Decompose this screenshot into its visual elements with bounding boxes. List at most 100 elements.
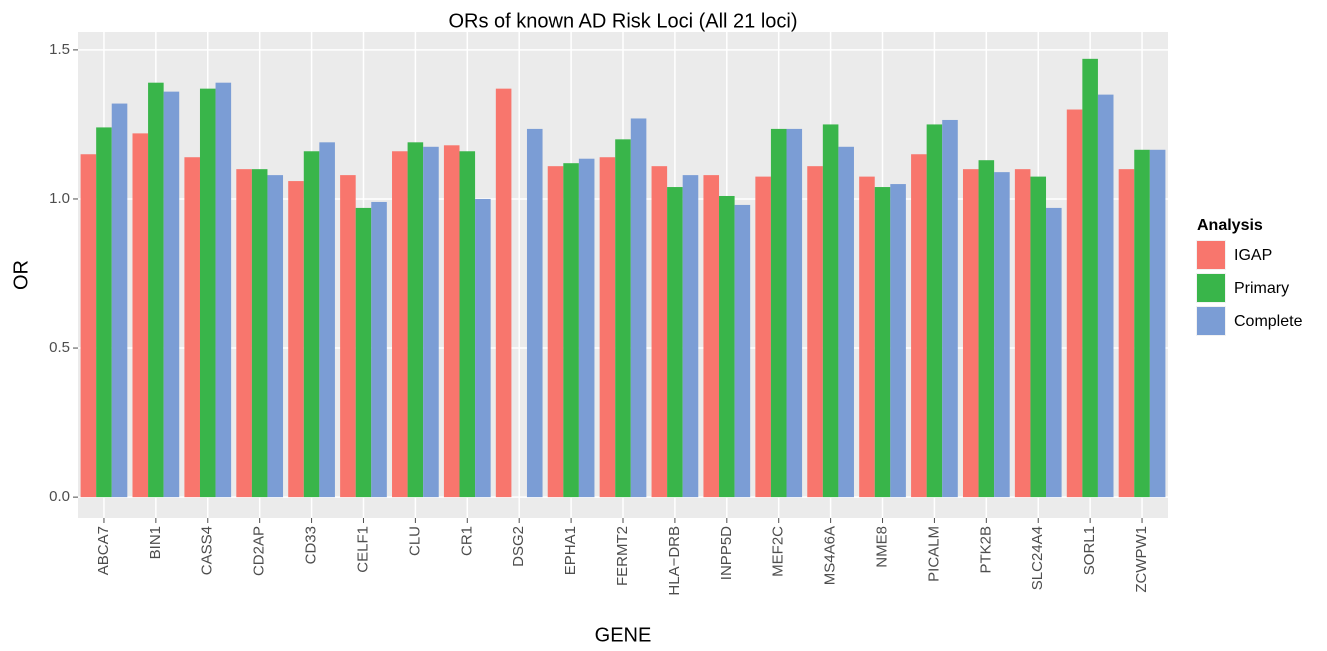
- legend-swatch: [1197, 241, 1225, 269]
- bar: [1014, 169, 1031, 498]
- bar: [80, 154, 97, 498]
- bar: [96, 127, 112, 498]
- bar: [526, 128, 543, 498]
- bar: [734, 204, 751, 498]
- x-tick-label: PICALM: [925, 526, 942, 582]
- x-tick-label: PTK2B: [977, 526, 994, 574]
- bar: [719, 195, 735, 498]
- bar: [1082, 58, 1098, 498]
- bar: [459, 151, 476, 498]
- bar: [1046, 207, 1062, 498]
- x-tick-label: CD2AP: [251, 526, 268, 576]
- x-tick-label: CELF1: [354, 526, 371, 573]
- bar: [615, 139, 631, 498]
- bar: [303, 151, 320, 498]
- bar: [1030, 176, 1047, 498]
- x-tick-label: HLA−DRB: [666, 526, 683, 596]
- x-tick-label: FERMT2: [614, 526, 631, 586]
- x-tick-label: INPP5D: [718, 526, 735, 580]
- bar: [859, 176, 875, 498]
- bar: [443, 145, 460, 498]
- x-tick-label: SORL1: [1081, 526, 1098, 575]
- bar: [371, 201, 387, 498]
- bar: [890, 184, 906, 498]
- bar: [962, 169, 979, 498]
- bar: [288, 181, 304, 498]
- x-tick-label: ABCA7: [95, 526, 112, 575]
- bar: [267, 175, 284, 498]
- bar: [770, 128, 787, 498]
- bar: [563, 163, 579, 498]
- bar: [340, 175, 356, 498]
- x-tick-label: BIN1: [147, 526, 164, 559]
- bar: [703, 175, 720, 498]
- bar: [547, 166, 564, 498]
- bar: [755, 176, 771, 498]
- bar: [215, 82, 232, 498]
- bar: [978, 160, 995, 498]
- bar: [184, 157, 200, 498]
- x-tick-label: DSG2: [510, 526, 527, 567]
- y-tick-label: 0.5: [49, 339, 70, 356]
- bar: [807, 166, 823, 498]
- bar: [1134, 149, 1150, 498]
- bars: [80, 58, 1166, 498]
- bar: [599, 157, 616, 498]
- x-tick-label: MEF2C: [770, 526, 787, 577]
- legend-swatch: [1197, 274, 1225, 302]
- x-tick-label: EPHA1: [562, 526, 579, 575]
- x-tick-label: ZCWPW1: [1133, 526, 1150, 593]
- x-tick-label: SLC24A4: [1029, 526, 1046, 590]
- legend-label: Complete: [1234, 313, 1303, 330]
- bar: [475, 198, 491, 498]
- bar: [355, 207, 372, 498]
- bar: [786, 128, 803, 498]
- bar: [926, 124, 943, 498]
- chart-title: ORs of known AD Risk Loci (All 21 loci): [448, 10, 797, 32]
- legend-label: IGAP: [1234, 247, 1272, 264]
- bar: [392, 151, 408, 498]
- legend: IGAP Primary Complete: [1196, 240, 1303, 336]
- bar: [838, 146, 854, 498]
- bar: [423, 146, 439, 498]
- bar: [495, 88, 512, 498]
- bar: [199, 88, 216, 498]
- y-tick-label: 0.0: [49, 488, 70, 505]
- bar: [1118, 169, 1135, 498]
- bar: [407, 142, 424, 498]
- x-tick-label: CASS4: [199, 526, 216, 575]
- bar: [111, 103, 128, 498]
- bar: [994, 172, 1010, 498]
- x-tick-label: MS4A6A: [822, 526, 839, 585]
- x-axis-label: GENE: [595, 624, 652, 646]
- bar: [1097, 94, 1114, 498]
- y-axis-label: OR: [10, 260, 32, 290]
- legend-title: Analysis: [1197, 217, 1263, 234]
- bar: [236, 169, 252, 498]
- bar: [163, 91, 180, 498]
- y-tick-label: 1.0: [49, 190, 70, 207]
- legend-swatch: [1197, 307, 1225, 335]
- bar: [132, 133, 149, 498]
- legend-label: Primary: [1234, 280, 1289, 297]
- x-tick-label: CD33: [303, 526, 320, 564]
- bar: [667, 187, 683, 498]
- bar: [651, 166, 668, 498]
- bar: [251, 169, 268, 498]
- bar: [682, 175, 699, 498]
- bar: [1149, 149, 1166, 498]
- bar: [911, 154, 927, 498]
- x-tick-label: CLU: [406, 526, 423, 556]
- y-tick-label: 1.5: [49, 41, 70, 58]
- x-tick-label: NME8: [873, 526, 890, 568]
- bar: [578, 158, 595, 498]
- bar: [942, 119, 958, 498]
- x-tick-label: CR1: [458, 526, 475, 556]
- bar: [1066, 109, 1083, 498]
- bar: [630, 118, 647, 498]
- bar: [874, 187, 891, 498]
- bar: [319, 142, 335, 498]
- bar: [822, 124, 839, 498]
- bar: [148, 82, 164, 498]
